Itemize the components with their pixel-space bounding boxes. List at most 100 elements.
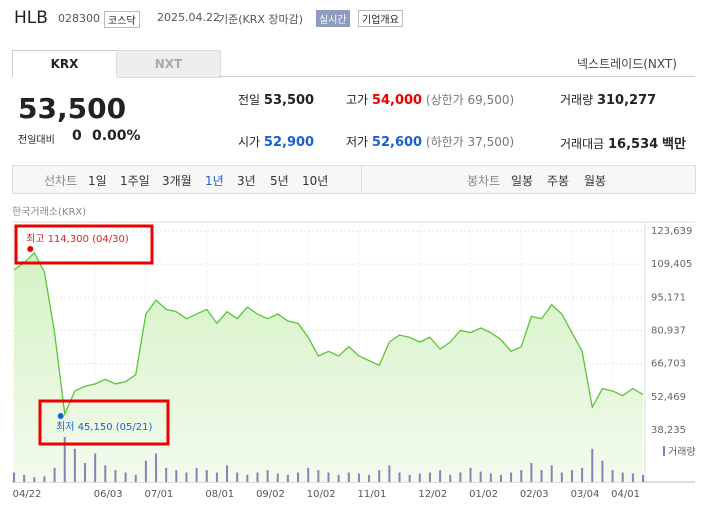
y-tick-label: 38,235 <box>651 425 686 436</box>
volume-bar <box>276 473 279 482</box>
change-label: 전일대비 <box>18 135 55 146</box>
candle-tab[interactable]: 월봉 <box>584 174 607 188</box>
volume-bar <box>489 473 492 482</box>
candle-tab[interactable]: 주봉 <box>547 174 570 188</box>
volume-bar <box>114 470 117 482</box>
volume-bar <box>134 474 137 482</box>
volume-bar <box>459 472 462 482</box>
nxt-tab[interactable]: NXT <box>116 50 221 78</box>
volume-bar <box>307 467 310 482</box>
volume-legend: 거래량 <box>668 446 696 458</box>
date: 2025.04.22 <box>157 11 220 24</box>
candle-tab[interactable]: 일봉 <box>511 174 534 188</box>
volume-bar <box>23 474 26 482</box>
high-dot <box>27 246 34 252</box>
volume-bar <box>317 470 320 482</box>
x-tick-label: 12/02 <box>418 489 447 500</box>
volume-bar <box>43 476 46 482</box>
quote-item: 거래대금 16,534 백만 <box>560 133 686 152</box>
price-area <box>14 252 643 482</box>
quote-label: 거래량 <box>560 93 594 107</box>
quote-item: 시가 52,900 <box>238 133 314 150</box>
candle-chart-label: 봉차트 <box>467 174 501 188</box>
volume-bar <box>215 472 218 482</box>
volume-bar <box>246 474 249 482</box>
quote-item: 전일 53,500 <box>238 91 314 108</box>
volume-bar <box>226 465 229 482</box>
quote-label: 전일 <box>238 93 261 107</box>
high-box <box>14 224 154 265</box>
volume-bar <box>124 472 127 482</box>
volume-bar <box>408 474 411 482</box>
volume-bar <box>185 472 188 482</box>
x-tick-label: 10/02 <box>307 489 336 500</box>
volume-bar <box>368 474 371 482</box>
stock-code: 028300 <box>58 12 100 25</box>
x-tick-label: 04/22 <box>13 489 42 500</box>
x-tick-label: 01/02 <box>469 489 498 500</box>
change: 0 <box>72 128 82 144</box>
quote-label: 고가 <box>346 93 369 107</box>
quote-value: 53,500 <box>263 93 315 108</box>
volume-bar <box>398 472 401 482</box>
volume-legend-swatch <box>663 446 665 456</box>
tab-line <box>219 76 695 77</box>
realtime-badge[interactable]: 실시간 <box>316 10 350 27</box>
volume-bar <box>205 470 208 482</box>
volume-bar <box>418 473 421 482</box>
volume-bar <box>611 470 614 482</box>
volume-bar <box>510 472 513 482</box>
volume-bar <box>73 448 76 482</box>
overview-button[interactable]: 기업개요 <box>358 10 403 27</box>
volume-bar <box>540 470 543 482</box>
krx-tab[interactable]: KRX <box>12 50 117 77</box>
y-tick-label: 95,171 <box>651 292 686 303</box>
y-tick-label: 123,639 <box>651 226 692 237</box>
source: 한국거래소(KRX) <box>12 206 86 218</box>
y-tick-label: 80,937 <box>651 326 686 337</box>
high-annotation: 최고 114,300 (04/30) <box>26 233 129 245</box>
volume-bar <box>104 465 107 482</box>
volume-bar <box>297 472 300 482</box>
volume-bar <box>144 460 147 482</box>
x-tick-label: 02/03 <box>520 489 549 500</box>
volume-bar <box>155 453 158 482</box>
price-line <box>13 251 644 417</box>
volume-bar <box>469 467 472 482</box>
volume-bar <box>581 467 584 482</box>
y-tick-label: 109,405 <box>651 259 692 270</box>
volume-bar <box>570 470 573 482</box>
volume-bar <box>378 470 381 482</box>
volume-bar <box>286 474 289 482</box>
stock-name: HLB <box>14 8 48 28</box>
x-tick-label: 11/01 <box>358 489 387 500</box>
quote-sub: (하한가 37,500) <box>425 135 515 149</box>
volume-bar <box>621 472 624 482</box>
y-tick-label: 52,469 <box>651 392 686 403</box>
period-tab[interactable]: 1주일 <box>120 174 150 188</box>
period-tab[interactable]: 3년 <box>237 174 256 188</box>
quote-item: 저가 52,600 (하한가 37,500) <box>346 133 514 150</box>
x-tick-label: 08/01 <box>205 489 234 500</box>
volume-bar <box>53 467 56 482</box>
volume-bar <box>63 437 66 482</box>
volume-bar <box>591 448 594 482</box>
volume-bar <box>631 473 634 482</box>
volume-bar <box>337 474 340 482</box>
period-tab[interactable]: 5년 <box>270 174 289 188</box>
volume-bar <box>530 463 533 482</box>
nxt-link[interactable]: 넥스트레이드(NXT) <box>577 57 677 71</box>
period-tab[interactable]: 10년 <box>302 174 329 188</box>
x-tick-label: 06/03 <box>94 489 123 500</box>
period-tab[interactable]: 3개월 <box>162 174 192 188</box>
quote-value: 310,277 <box>596 93 657 108</box>
period-tab[interactable]: 1년 <box>205 174 224 188</box>
period-tab[interactable]: 1일 <box>88 174 107 188</box>
quote-value: 54,000 <box>371 93 423 108</box>
quote-item: 고가 54,000 (상한가 69,500) <box>346 91 514 108</box>
quote-value: 52,900 <box>263 135 315 150</box>
period-divider <box>361 165 362 193</box>
low-annotation: 최저 45,150 (05/21) <box>56 421 152 433</box>
x-tick-label: 03/04 <box>571 489 600 500</box>
